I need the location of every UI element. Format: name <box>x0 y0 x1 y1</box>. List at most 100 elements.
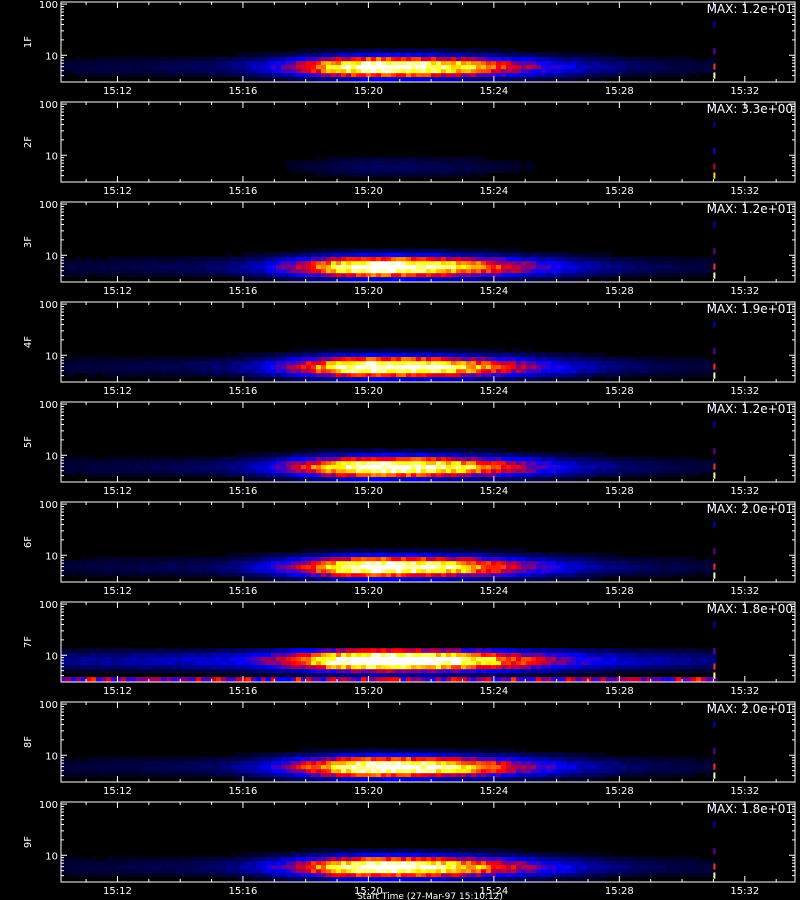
heatmap-cell <box>641 568 647 574</box>
heatmap-cell <box>366 72 372 78</box>
heatmap-cell <box>251 256 257 262</box>
heatmap-cell <box>361 468 367 474</box>
heatmap-cell <box>536 264 542 270</box>
heatmap-cell <box>396 377 402 382</box>
heatmap-cell <box>441 452 447 457</box>
heatmap-cell <box>326 260 332 266</box>
heatmap-cell <box>81 456 87 462</box>
heatmap-cell <box>206 360 212 366</box>
heatmap-cell <box>256 64 262 70</box>
heatmap-cell <box>451 372 457 378</box>
heatmap-cell <box>411 252 417 257</box>
heatmap-cell <box>311 364 317 370</box>
heatmap-cell <box>266 577 272 582</box>
heatmap-cell <box>366 560 372 566</box>
heatmap-cell <box>61 677 67 682</box>
heatmap-cell <box>421 256 427 262</box>
heatmap-cell <box>386 456 392 462</box>
heatmap-cell <box>136 564 142 570</box>
heatmap-cell <box>386 248 392 253</box>
heatmap-cell <box>491 256 497 262</box>
heatmap-cell <box>356 372 362 378</box>
heatmap-cell <box>241 452 247 457</box>
heatmap-cell <box>696 460 702 466</box>
heatmap-cell <box>571 72 577 78</box>
heatmap-cell <box>191 68 197 74</box>
heatmap-cell <box>246 72 252 78</box>
heatmap-cell <box>346 472 352 478</box>
heatmap-cell <box>456 260 462 266</box>
heatmap-cell <box>696 468 702 474</box>
heatmap-cell <box>141 64 147 70</box>
heatmap-cell <box>66 464 72 470</box>
heatmap-cell <box>296 556 302 562</box>
heatmap-cell <box>451 564 457 570</box>
heatmap-cell <box>346 48 352 53</box>
heatmap-cell <box>306 72 312 78</box>
x-tick-label: 15:20 <box>354 386 383 397</box>
heatmap-cell <box>246 468 252 474</box>
heatmap-cell <box>201 264 207 270</box>
heatmap-cell <box>561 577 567 582</box>
heatmap-cell <box>506 552 512 557</box>
heatmap-cell <box>411 164 417 170</box>
heatmap-cell <box>291 456 297 462</box>
heatmap-cell <box>486 56 492 62</box>
heatmap-cell <box>416 464 422 470</box>
heatmap-cell <box>551 60 557 66</box>
heatmap-cell <box>606 572 612 578</box>
heatmap-cell <box>431 468 437 474</box>
heatmap-cell <box>276 368 282 374</box>
heatmap-cell <box>541 452 547 457</box>
heatmap-cell <box>121 256 127 262</box>
heatmap-cell <box>571 260 577 266</box>
heatmap-cell <box>466 172 472 178</box>
heatmap-cell <box>681 272 687 278</box>
heatmap-cell <box>281 377 287 382</box>
heatmap-cell <box>431 272 437 278</box>
heatmap-cell <box>331 60 337 66</box>
edge-spike-cell <box>713 503 716 510</box>
heatmap-cell <box>696 568 702 574</box>
heatmap-cell <box>336 377 342 382</box>
heatmap-cell <box>476 160 482 166</box>
heatmap-cell <box>451 68 457 74</box>
heatmap-cell <box>226 556 232 562</box>
heatmap-cell <box>421 377 427 382</box>
heatmap-cell <box>421 252 427 257</box>
heatmap-cell <box>151 456 157 462</box>
heatmap-cell <box>691 464 697 470</box>
heatmap-cell <box>466 52 472 57</box>
heatmap-cell <box>361 560 367 566</box>
heatmap-cell <box>471 556 477 562</box>
heatmap-cell <box>701 360 707 366</box>
heatmap-cell <box>346 52 352 57</box>
heatmap-cell <box>251 464 257 470</box>
heatmap-cell <box>191 572 197 578</box>
heatmap-cell <box>436 164 442 170</box>
heatmap-cell <box>416 168 422 174</box>
heatmap-cell <box>331 277 337 282</box>
heatmap-cell <box>411 468 417 474</box>
heatmap-cell <box>521 548 527 553</box>
heatmap-cell <box>81 368 87 374</box>
heatmap-cell <box>196 256 202 262</box>
heatmap-cell <box>586 364 592 370</box>
heatmap-cell <box>576 364 582 370</box>
heatmap-cell <box>411 68 417 74</box>
heatmap-cell <box>456 360 462 366</box>
heatmap-cell <box>586 464 592 470</box>
heatmap-cell <box>496 52 502 57</box>
heatmap-cell <box>526 564 532 570</box>
heatmap-cell <box>396 248 402 253</box>
heatmap-cell <box>86 56 92 62</box>
heatmap-cell <box>346 72 352 78</box>
heatmap-cell <box>106 268 112 274</box>
heatmap-cell <box>541 377 547 382</box>
heatmap-cell <box>351 68 357 74</box>
heatmap-cell <box>546 368 552 374</box>
heatmap-cell <box>141 472 147 478</box>
heatmap-cell <box>501 72 507 78</box>
heatmap-cell <box>106 568 112 574</box>
heatmap-cell <box>541 572 547 578</box>
